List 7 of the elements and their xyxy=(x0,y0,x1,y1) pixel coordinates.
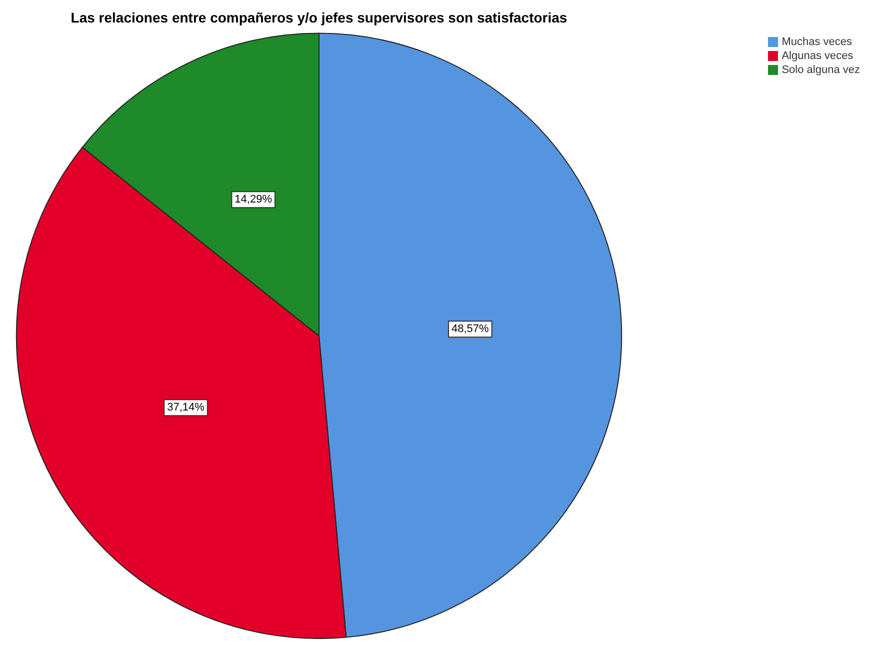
legend-label: Algunas veces xyxy=(782,50,854,62)
data-label: 48,57% xyxy=(451,323,490,336)
legend-label: Solo alguna vez xyxy=(782,64,860,76)
data-label: 37,14% xyxy=(167,402,205,414)
legend-label: Muchas veces xyxy=(782,36,852,48)
data-label: 14,29% xyxy=(234,194,272,206)
chart-title: Las relaciones entre compañeros y/o jefes supervisores son satisfactorias xyxy=(70,9,568,26)
